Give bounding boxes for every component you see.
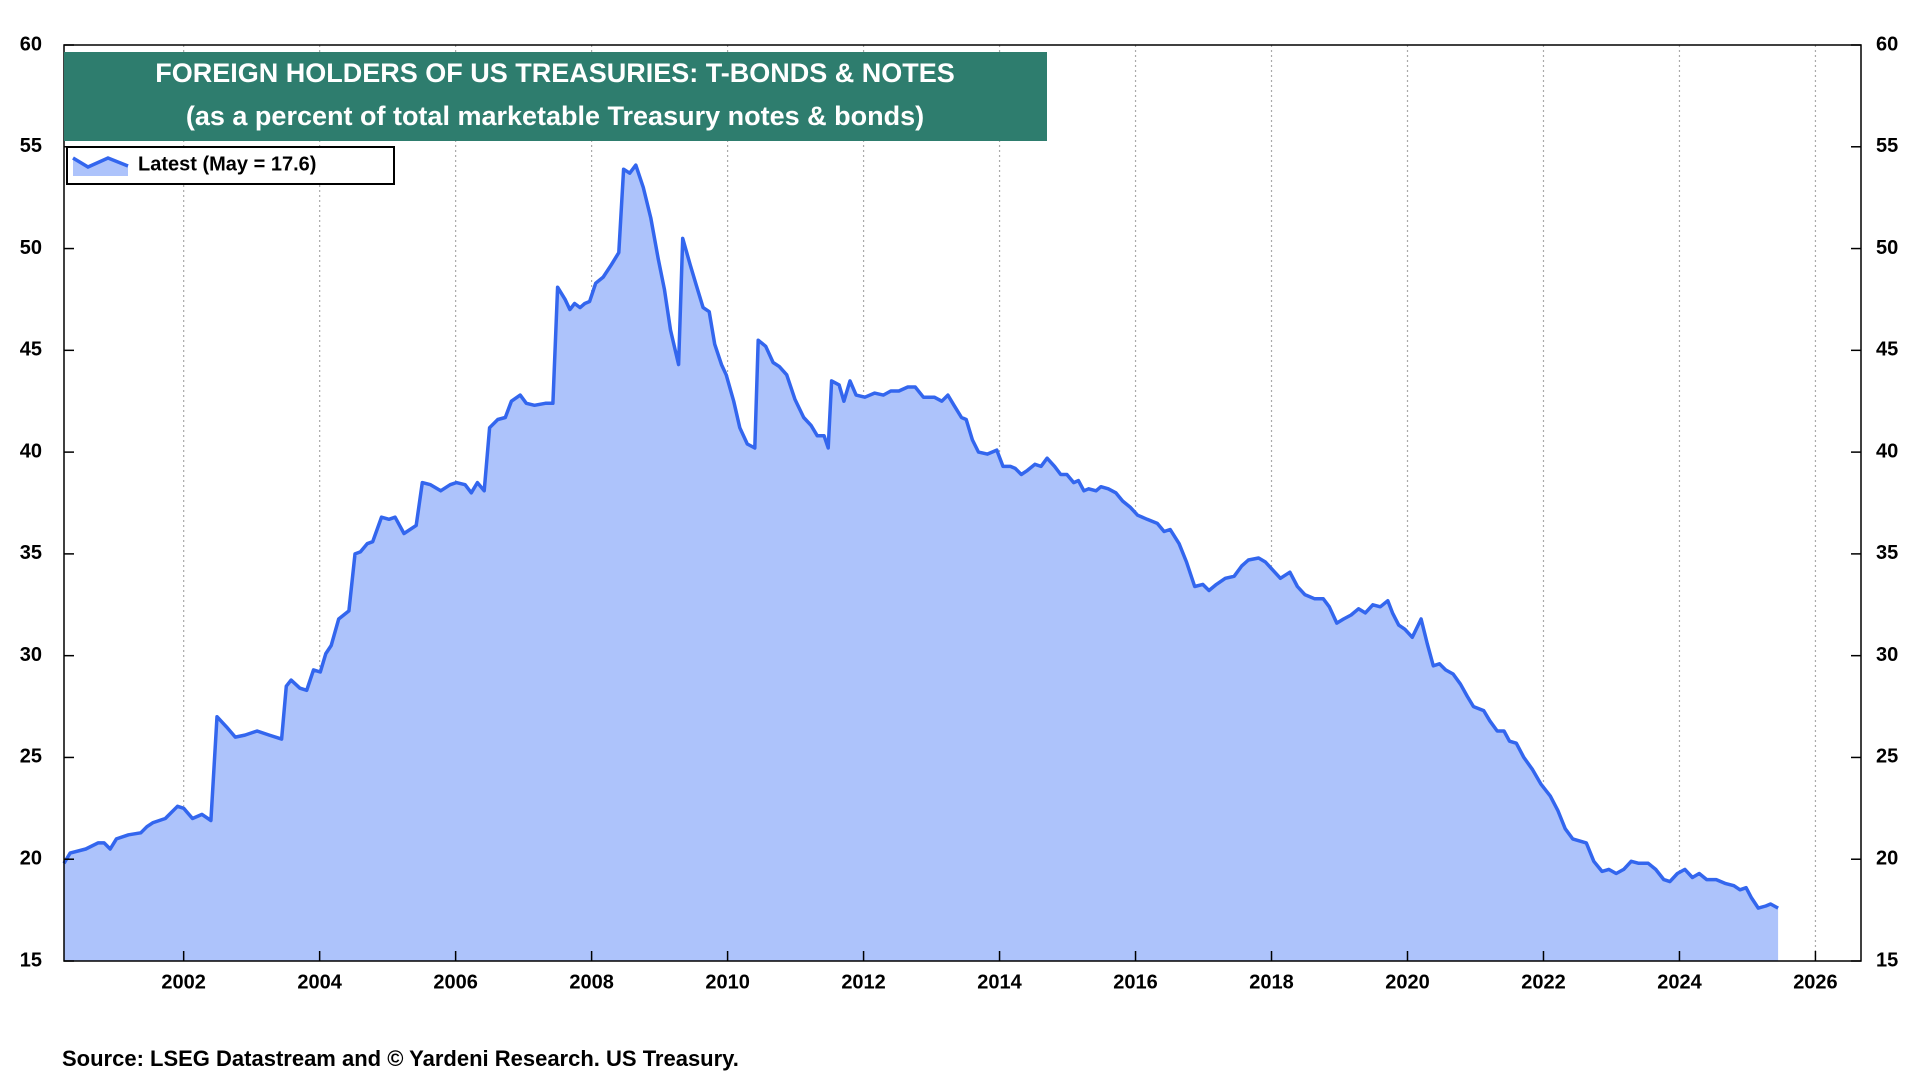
area-fill <box>64 165 1779 962</box>
y-tick-label: 20 <box>20 848 42 870</box>
chart-subtitle: (as a percent of total marketable Treasu… <box>186 101 924 131</box>
plot-area <box>62 45 1817 962</box>
data-line <box>62 163 1779 910</box>
y2-tick-label: 15 <box>1876 949 1898 971</box>
x-tick-label: 2004 <box>297 971 342 993</box>
y-tick-label: 60 <box>20 33 42 55</box>
title-box <box>64 52 1047 141</box>
x-tick-label: 2006 <box>433 971 478 993</box>
x-tick-label: 2022 <box>1521 971 1566 993</box>
x-tick-label: 2012 <box>841 971 886 993</box>
y-tick-label: 40 <box>20 440 42 462</box>
y2-tick-label: 20 <box>1876 848 1898 870</box>
plot-frame <box>63 44 1862 962</box>
y-tick-label: 35 <box>20 542 42 564</box>
y-tick-label: 55 <box>20 135 42 157</box>
x-tick-label: 2002 <box>161 971 206 993</box>
y-tick-label: 25 <box>20 746 42 768</box>
y-tick-label: 50 <box>20 237 42 259</box>
legend-label: Latest (May = 17.6) <box>138 153 316 175</box>
chart-title: FOREIGN HOLDERS OF US TREASURIES: T-BOND… <box>155 58 955 88</box>
x-tick-label: 2020 <box>1385 971 1430 993</box>
y2-tick-label: 55 <box>1876 135 1898 157</box>
y2-tick-label: 35 <box>1876 542 1898 564</box>
x-tick-label: 2018 <box>1249 971 1294 993</box>
y2-tick-label: 45 <box>1876 339 1898 361</box>
x-tick-label: 2008 <box>569 971 614 993</box>
legend: Latest (May = 17.6) <box>66 146 395 185</box>
y2-tick-label: 25 <box>1876 746 1898 768</box>
x-tick-label: 2026 <box>1793 971 1838 993</box>
y2-tick-label: 40 <box>1876 440 1898 462</box>
x-tick-label: 2024 <box>1657 971 1702 993</box>
x-tick-label: 2014 <box>977 971 1022 993</box>
y2-tick-label: 60 <box>1876 33 1898 55</box>
y2-tick-label: 30 <box>1876 644 1898 666</box>
y-tick-label: 15 <box>20 949 42 971</box>
y2-tick-label: 50 <box>1876 237 1898 259</box>
y-tick-label: 45 <box>20 339 42 361</box>
legend-swatch-line <box>72 156 129 169</box>
x-tick-label: 2010 <box>705 971 750 993</box>
legend-swatch-fill <box>73 158 128 176</box>
x-tick-label: 2016 <box>1113 971 1158 993</box>
source-note: Source: LSEG Datastream and © Yardeni Re… <box>62 1046 739 1071</box>
y-tick-label: 30 <box>20 644 42 666</box>
